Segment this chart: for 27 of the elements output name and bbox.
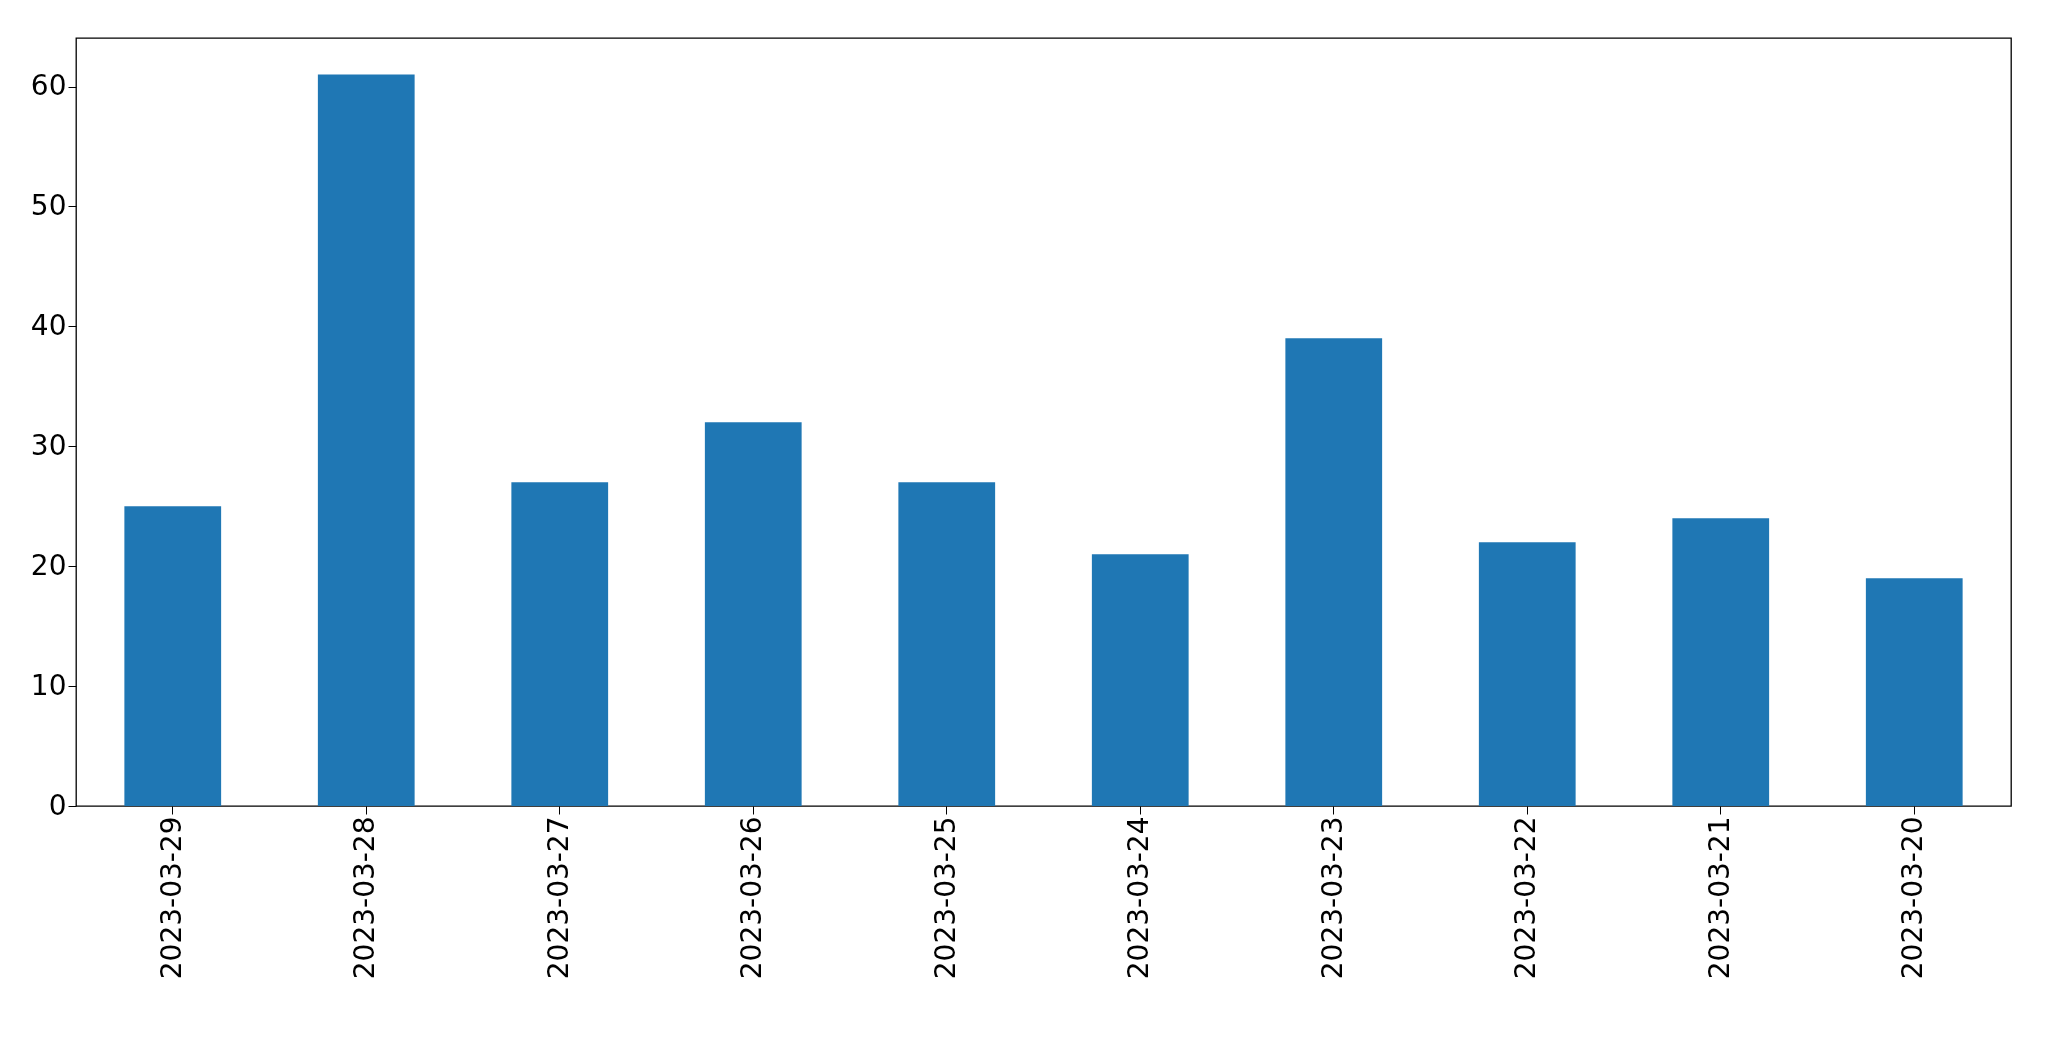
y-tick-label: 10 xyxy=(30,668,67,702)
bar xyxy=(1478,542,1576,806)
x-tick-label: 2023-03-24 xyxy=(1122,816,1156,980)
bar xyxy=(1091,554,1189,806)
bar xyxy=(898,482,996,806)
bar xyxy=(1865,578,1963,806)
x-tick-label: 2023-03-29 xyxy=(154,816,188,980)
y-tick-label: 50 xyxy=(30,188,67,222)
bar xyxy=(511,482,609,806)
y-tick-label: 0 xyxy=(48,788,67,822)
y-tick-label: 60 xyxy=(30,69,67,103)
x-tick-label: 2023-03-28 xyxy=(348,816,382,980)
y-tick-label: 30 xyxy=(30,428,67,462)
x-tick-label: 2023-03-20 xyxy=(1896,816,1930,980)
x-tick-label: 2023-03-21 xyxy=(1702,816,1736,980)
bar xyxy=(1672,518,1770,806)
x-tick-label: 2023-03-26 xyxy=(735,816,769,980)
x-tick-label: 2023-03-23 xyxy=(1315,816,1349,980)
y-tick-label: 40 xyxy=(30,308,67,342)
x-tick-label: 2023-03-25 xyxy=(928,816,962,980)
x-tick-label: 2023-03-27 xyxy=(541,816,575,980)
bar xyxy=(317,74,415,806)
bar xyxy=(124,506,222,806)
bar xyxy=(704,422,802,806)
y-tick-label: 20 xyxy=(30,548,67,582)
x-tick-label: 2023-03-22 xyxy=(1509,816,1543,980)
bar xyxy=(1285,338,1383,806)
